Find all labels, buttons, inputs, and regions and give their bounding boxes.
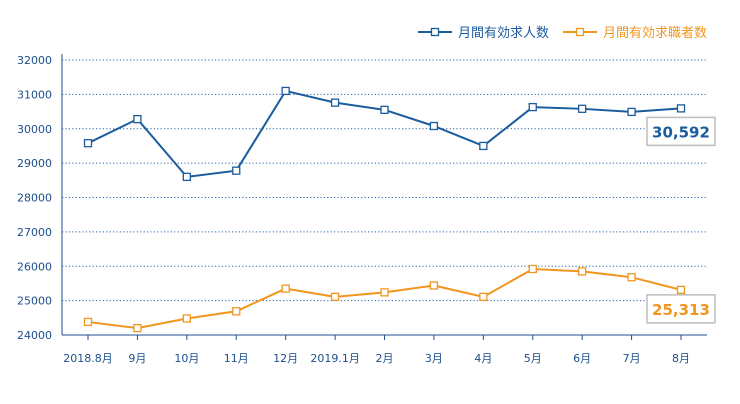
plot-area	[83, 86, 686, 333]
data-point	[83, 317, 93, 327]
legend-label: 月間有効求職者数	[603, 26, 707, 41]
data-point	[479, 292, 488, 301]
data-point	[182, 314, 191, 323]
x-tick-label: 7月	[623, 352, 641, 365]
end-label-box	[646, 116, 716, 147]
legend: 月間有効求人数 月間有効求職者数	[418, 26, 707, 41]
end-label-box	[646, 294, 716, 324]
end-labels: 30,592 25,313	[646, 116, 716, 324]
y-tick-label: 26000	[17, 260, 52, 273]
y-tick-label: 32000	[17, 54, 52, 67]
x-axis: 2018.8月 9月 10月 11月 12月 2019.1月 2月 3月 4月 5月 6月 7月 8月	[62, 334, 707, 365]
data-point	[330, 98, 340, 107]
data-point	[133, 114, 142, 124]
data-point	[429, 121, 439, 131]
data-point	[676, 285, 686, 295]
legend-marker	[430, 27, 440, 37]
data-point	[528, 102, 537, 112]
y-tick-label: 25000	[17, 295, 52, 308]
y-tick-label: 31000	[17, 88, 52, 101]
x-tick-label: 12月	[273, 352, 298, 365]
data-point	[528, 264, 537, 274]
legend-label: 月間有効求人数	[458, 26, 549, 41]
legend-marker	[575, 27, 585, 37]
data-point	[429, 281, 439, 290]
x-tick-label: 3月	[425, 352, 443, 365]
y-tick-label: 28000	[17, 192, 52, 205]
y-tick-label: 30000	[17, 123, 52, 136]
data-point	[479, 141, 488, 151]
grid-lines	[62, 59, 707, 302]
data-point	[281, 284, 290, 293]
x-tick-label: 4月	[474, 352, 492, 365]
y-tick-label: 29000	[17, 157, 52, 170]
x-tick-label: 5月	[524, 352, 542, 365]
data-point	[232, 307, 241, 316]
x-tick-label: 2月	[376, 352, 394, 365]
y-axis: 24000 25000 26000 27000 28000 29000 30000 31000…	[17, 54, 63, 342]
y-tick-label: 27000	[17, 226, 52, 239]
data-point	[627, 107, 636, 117]
x-tick-label: 9月	[128, 352, 146, 365]
x-tick-label: 11月	[224, 352, 249, 365]
x-tick-label: 10月	[174, 352, 199, 365]
end-value-label: 25,313	[652, 301, 710, 319]
data-point	[578, 104, 587, 113]
data-point	[83, 139, 93, 148]
data-point	[182, 172, 191, 182]
y-tick-label: 24000	[17, 329, 52, 342]
data-point	[578, 267, 587, 276]
end-value-label: 30,592	[652, 123, 710, 141]
data-point	[330, 292, 340, 301]
series-line-2	[87, 268, 682, 330]
x-tick-label: 6月	[573, 352, 591, 365]
data-point	[627, 273, 636, 282]
data-point	[380, 105, 389, 114]
x-tick-label: 2019.1月	[310, 352, 360, 365]
data-point	[281, 86, 290, 96]
data-point	[133, 323, 142, 333]
x-tick-label: 8月	[672, 352, 690, 365]
series-line-1	[87, 89, 682, 178]
data-point	[676, 104, 686, 113]
data-point	[380, 288, 389, 297]
data-point	[232, 166, 241, 175]
x-tick-label: 2018.8月	[63, 352, 113, 365]
